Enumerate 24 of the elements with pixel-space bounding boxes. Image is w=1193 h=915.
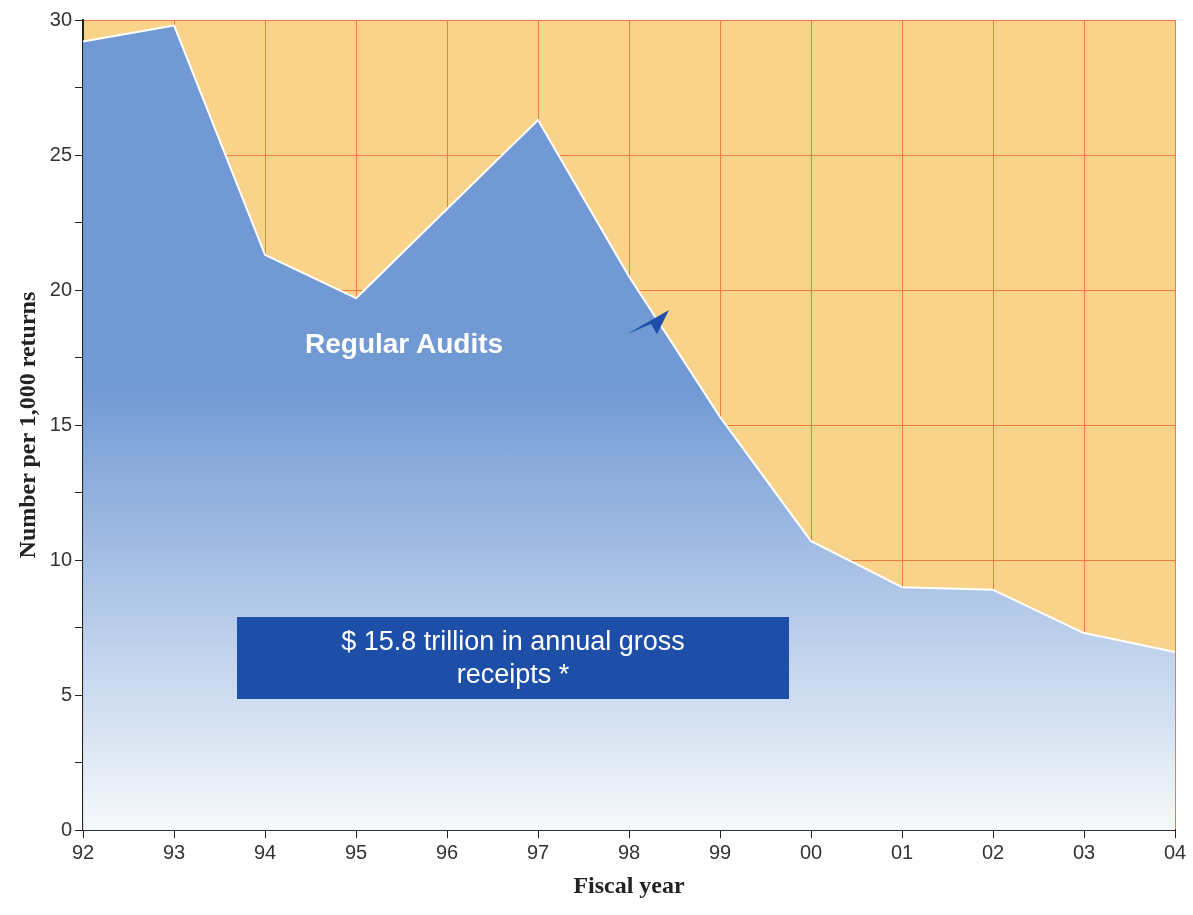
y-axis-title: Number per 1,000 returns — [13, 291, 40, 559]
x-tick-label: 01 — [890, 840, 914, 863]
x-tick-label: 03 — [1072, 840, 1096, 863]
x-axis-title: Fiscal year — [573, 871, 686, 898]
y-tick-label: 25 — [49, 142, 73, 165]
x-tick-label: 95 — [344, 840, 368, 863]
x-tick-label: 04 — [1163, 840, 1187, 863]
x-tick-label: 94 — [253, 840, 277, 863]
x-tick-label: 99 — [708, 840, 732, 863]
x-tick-label: 98 — [617, 840, 641, 863]
y-tick-label: 0 — [60, 817, 73, 840]
y-tick-label: 10 — [49, 547, 73, 570]
caption-box: $ 15.8 trillion in annual gross receipts * — [237, 617, 789, 699]
x-tick-label: 96 — [435, 840, 459, 863]
y-tick-label: 5 — [60, 682, 73, 705]
y-tick-label: 20 — [49, 277, 73, 300]
x-tick-label: 02 — [981, 840, 1005, 863]
x-tick-label: 00 — [799, 840, 823, 863]
x-tick-label: 97 — [526, 840, 550, 863]
y-tick-label: 30 — [49, 7, 73, 30]
series-label: Regular Audits — [305, 328, 504, 360]
x-tick-label: 92 — [71, 840, 95, 863]
y-tick-label: 15 — [49, 412, 73, 435]
x-tick-label: 93 — [162, 840, 186, 863]
